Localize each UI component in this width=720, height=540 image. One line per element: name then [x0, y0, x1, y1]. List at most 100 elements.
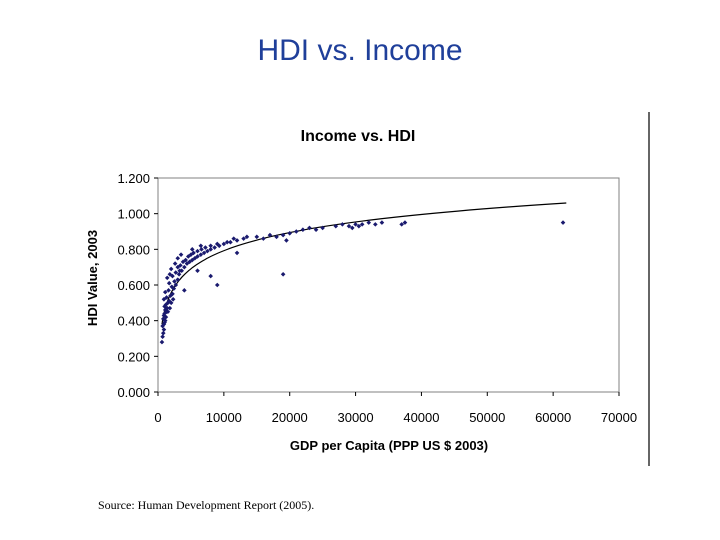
data-point [402, 220, 408, 225]
chart-area [70, 110, 650, 466]
y-tick-label: 1.000 [117, 207, 150, 222]
data-point [366, 220, 372, 225]
data-point [274, 234, 279, 240]
x-tick-label: 70000 [601, 410, 637, 425]
data-point [208, 247, 213, 252]
data-point [261, 236, 266, 241]
data-point [185, 254, 191, 259]
data-point [346, 223, 352, 229]
source-note: Source: Human Development Report (2005). [98, 498, 315, 512]
data-point [170, 296, 176, 302]
data-point [320, 225, 325, 231]
data-point [208, 243, 213, 249]
data-point [359, 222, 365, 227]
data-point [203, 245, 208, 250]
data-point [195, 268, 200, 274]
data-point [175, 277, 181, 282]
data-point [168, 293, 173, 298]
data-point [244, 234, 250, 240]
data-point [169, 284, 175, 290]
y-tick-label: 0.400 [117, 314, 150, 329]
data-point [399, 222, 404, 227]
data-point [214, 241, 220, 247]
data-point [195, 248, 200, 254]
y-axis-label: HDI Value, 2003 [85, 230, 100, 326]
x-tick-label: 40000 [403, 410, 439, 425]
x-tick-label: 10000 [206, 410, 242, 425]
data-point [160, 316, 166, 322]
data-point [182, 288, 187, 293]
data-point [164, 275, 170, 281]
x-axis: 0 10000 20000 30000 40000 50000 60000 70000 [154, 392, 637, 425]
data-point [201, 250, 207, 256]
data-point [198, 243, 204, 249]
y-tick-label: 0.600 [117, 278, 150, 293]
y-tick-label: 0.800 [117, 242, 150, 257]
data-point [161, 313, 167, 318]
data-point [164, 295, 169, 300]
data-point [173, 270, 179, 275]
data-point [170, 291, 175, 297]
x-tick-label: 50000 [469, 410, 505, 425]
data-point [241, 236, 246, 241]
data-point [178, 263, 183, 268]
data-point [165, 309, 171, 315]
x-tick-label: 20000 [272, 410, 308, 425]
data-point [353, 222, 358, 227]
y-tick-label: 0.000 [117, 385, 150, 400]
data-point [162, 318, 168, 323]
data-point [234, 250, 240, 256]
data-point [170, 273, 175, 279]
data-point [224, 239, 230, 245]
data-point [167, 272, 173, 277]
data-point [162, 320, 167, 325]
data-point [208, 273, 213, 279]
data-point [254, 234, 260, 240]
data-point [349, 225, 355, 231]
data-point [182, 264, 187, 270]
data-point [340, 222, 345, 227]
data-point [356, 223, 362, 229]
y-axis: 0.000 0.200 0.400 0.600 0.800 1.000 1.200 [117, 171, 158, 400]
data-point [287, 230, 293, 236]
data-point [176, 272, 182, 277]
data-point [307, 225, 312, 231]
data-point [280, 232, 286, 238]
data-point [172, 279, 177, 284]
data-point [214, 282, 220, 288]
data-point [191, 250, 196, 256]
data-point [188, 252, 194, 257]
x-tick-label: 30000 [337, 410, 373, 425]
data-point [180, 259, 186, 265]
x-axis-label: GDP per Capita (PPP US $ 2003) [290, 438, 488, 453]
data-point [161, 296, 167, 302]
data-point [162, 289, 168, 295]
data-point [234, 238, 240, 243]
data-point [161, 327, 167, 332]
chart-title: Income vs. HDI [301, 128, 416, 145]
data-point [165, 300, 171, 306]
data-point [333, 223, 339, 229]
data-point [171, 286, 177, 291]
data-point [162, 304, 167, 309]
slide-title: HDI vs. Income [257, 34, 463, 67]
data-point [178, 252, 184, 257]
data-point [212, 245, 217, 250]
data-point [205, 248, 210, 254]
data-point [195, 254, 200, 259]
data-point [161, 321, 167, 327]
data-point [300, 227, 306, 233]
data-point [168, 266, 174, 272]
data-point [173, 282, 179, 288]
data-point [167, 305, 173, 311]
data-point [168, 300, 174, 306]
data-point [231, 236, 237, 241]
data-point [163, 314, 169, 320]
data-point [166, 280, 172, 286]
data-point [160, 330, 166, 336]
data-point [313, 227, 319, 233]
data-point [172, 261, 178, 266]
data-point [284, 238, 289, 243]
data-point [221, 241, 227, 247]
data-point [175, 255, 181, 261]
